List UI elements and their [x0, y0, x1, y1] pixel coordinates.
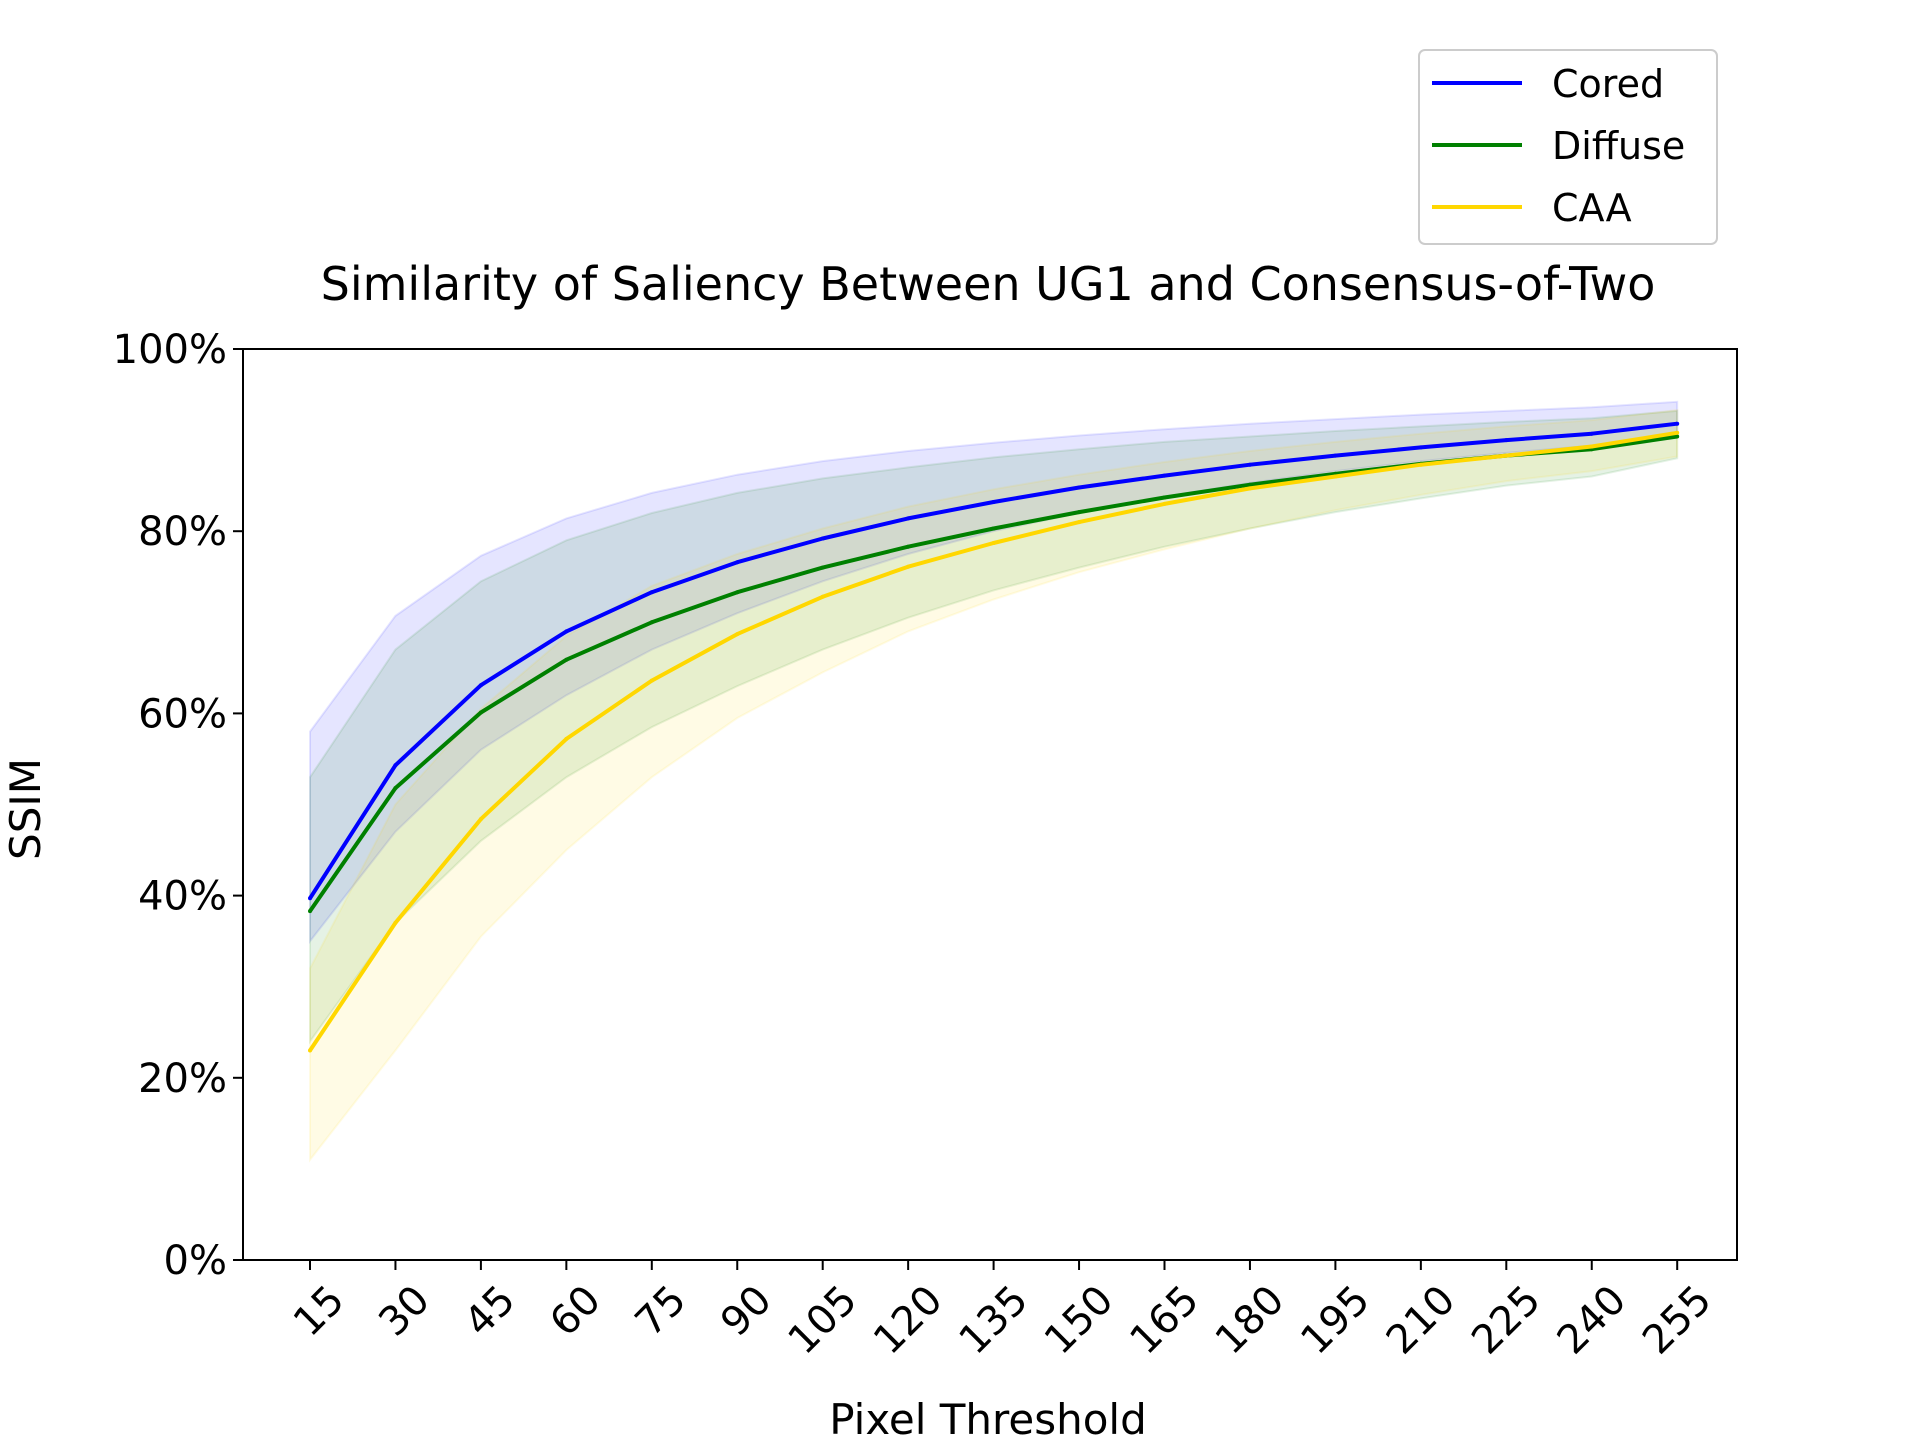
data-point-diffuse: [820, 565, 825, 570]
x-axis-label: Pixel Threshold: [829, 1395, 1146, 1440]
data-point-cored: [478, 683, 483, 688]
data-point-cored: [735, 560, 740, 565]
x-tick-label: 150: [1036, 1277, 1123, 1364]
band-caa: [309, 408, 1679, 1163]
data-point-caa: [1589, 444, 1594, 449]
data-point-diffuse: [564, 657, 569, 662]
x-tick-label: 180: [1207, 1277, 1294, 1364]
data-point-caa: [1077, 520, 1082, 525]
data-point-diffuse: [906, 544, 911, 549]
data-point-diffuse: [1675, 434, 1680, 439]
y-axis-label: SSIM: [1, 758, 50, 860]
x-tick-label: 135: [951, 1277, 1038, 1364]
x-axis: 15 30 45 60 75 901051201351501651801952102252…: [285, 1260, 1721, 1363]
data-point-caa: [393, 920, 398, 925]
x-tick-label: 225: [1463, 1277, 1550, 1364]
x-tick-label: 255: [1634, 1277, 1721, 1364]
data-point-diffuse: [308, 909, 312, 914]
data-point-cored: [1418, 445, 1423, 450]
data-point-cored: [991, 500, 996, 504]
data-point-cored: [1248, 462, 1252, 467]
plot-frame: [242, 348, 1738, 1261]
data-point-diffuse: [1162, 495, 1167, 500]
data-point-caa: [1248, 486, 1252, 491]
band-diffuse: [309, 409, 1679, 1045]
x-tick-label: 15: [285, 1277, 354, 1346]
data-point-caa: [1504, 453, 1509, 458]
data-point-cored: [1675, 421, 1680, 426]
x-tick-label: 60: [541, 1277, 610, 1346]
data-point-diffuse: [1248, 482, 1252, 487]
data-point-caa: [1333, 474, 1338, 479]
x-tick-label: 165: [1121, 1277, 1208, 1364]
y-tick-label: 100%: [113, 327, 227, 373]
data-point-cored: [1333, 453, 1338, 458]
x-tick-label: 105: [780, 1277, 867, 1364]
data-point-caa: [735, 632, 740, 637]
data-point-cored: [649, 590, 654, 595]
data-point-caa: [1675, 430, 1680, 435]
data-point-diffuse: [393, 786, 398, 791]
legend-label: CAA: [1552, 186, 1632, 230]
y-tick-label: 20%: [138, 1056, 227, 1102]
data-point-caa: [308, 1048, 312, 1053]
legend-label: Diffuse: [1552, 124, 1685, 168]
x-tick-label: 30: [370, 1277, 439, 1346]
legend-label: Cored: [1552, 62, 1664, 106]
legend-frame: [1418, 49, 1718, 245]
data-point-caa: [1162, 501, 1167, 506]
data-point-cored: [564, 629, 569, 634]
y-tick-label: 60%: [138, 691, 227, 737]
y-tick-label: 40%: [138, 874, 227, 920]
x-tick-label: 90: [712, 1277, 781, 1346]
data-point-caa: [906, 564, 911, 569]
data-point-cored: [308, 896, 312, 901]
data-point-diffuse: [1077, 510, 1082, 515]
data-point-cored: [393, 763, 398, 768]
x-tick-label: 210: [1378, 1277, 1465, 1364]
series-lines: [308, 421, 1680, 1053]
data-point-cored: [1077, 485, 1082, 490]
y-tick-label: 0%: [164, 1238, 227, 1284]
x-tick-label: 75: [627, 1277, 696, 1346]
data-point-cored: [1504, 438, 1509, 443]
data-point-caa: [991, 541, 996, 545]
data-point-caa: [1418, 462, 1423, 467]
data-point-caa: [820, 594, 825, 599]
data-point-cored: [906, 516, 911, 521]
confidence-bands: [309, 400, 1679, 1163]
data-point-diffuse: [735, 590, 740, 595]
data-point-diffuse: [478, 710, 483, 715]
data-point-cored: [1162, 473, 1167, 478]
data-point-diffuse: [649, 620, 654, 625]
data-point-cored: [1589, 431, 1594, 436]
y-axis: 0% 20% 40% 60% 80% 100%: [113, 327, 243, 1284]
x-tick-label: 45: [456, 1277, 525, 1346]
data-point-caa: [649, 678, 654, 683]
legend: Cored Diffuse CAA: [1418, 49, 1718, 245]
chart-title: Similarity of Saliency Between UG1 and C…: [321, 257, 1656, 311]
y-tick-label: 80%: [138, 509, 227, 555]
data-point-diffuse: [991, 526, 996, 531]
x-tick-label: 120: [865, 1277, 952, 1364]
x-tick-label: 240: [1549, 1277, 1636, 1364]
data-point-caa: [478, 817, 483, 822]
x-tick-label: 195: [1292, 1277, 1379, 1364]
data-point-caa: [564, 736, 569, 741]
data-point-cored: [820, 536, 825, 541]
